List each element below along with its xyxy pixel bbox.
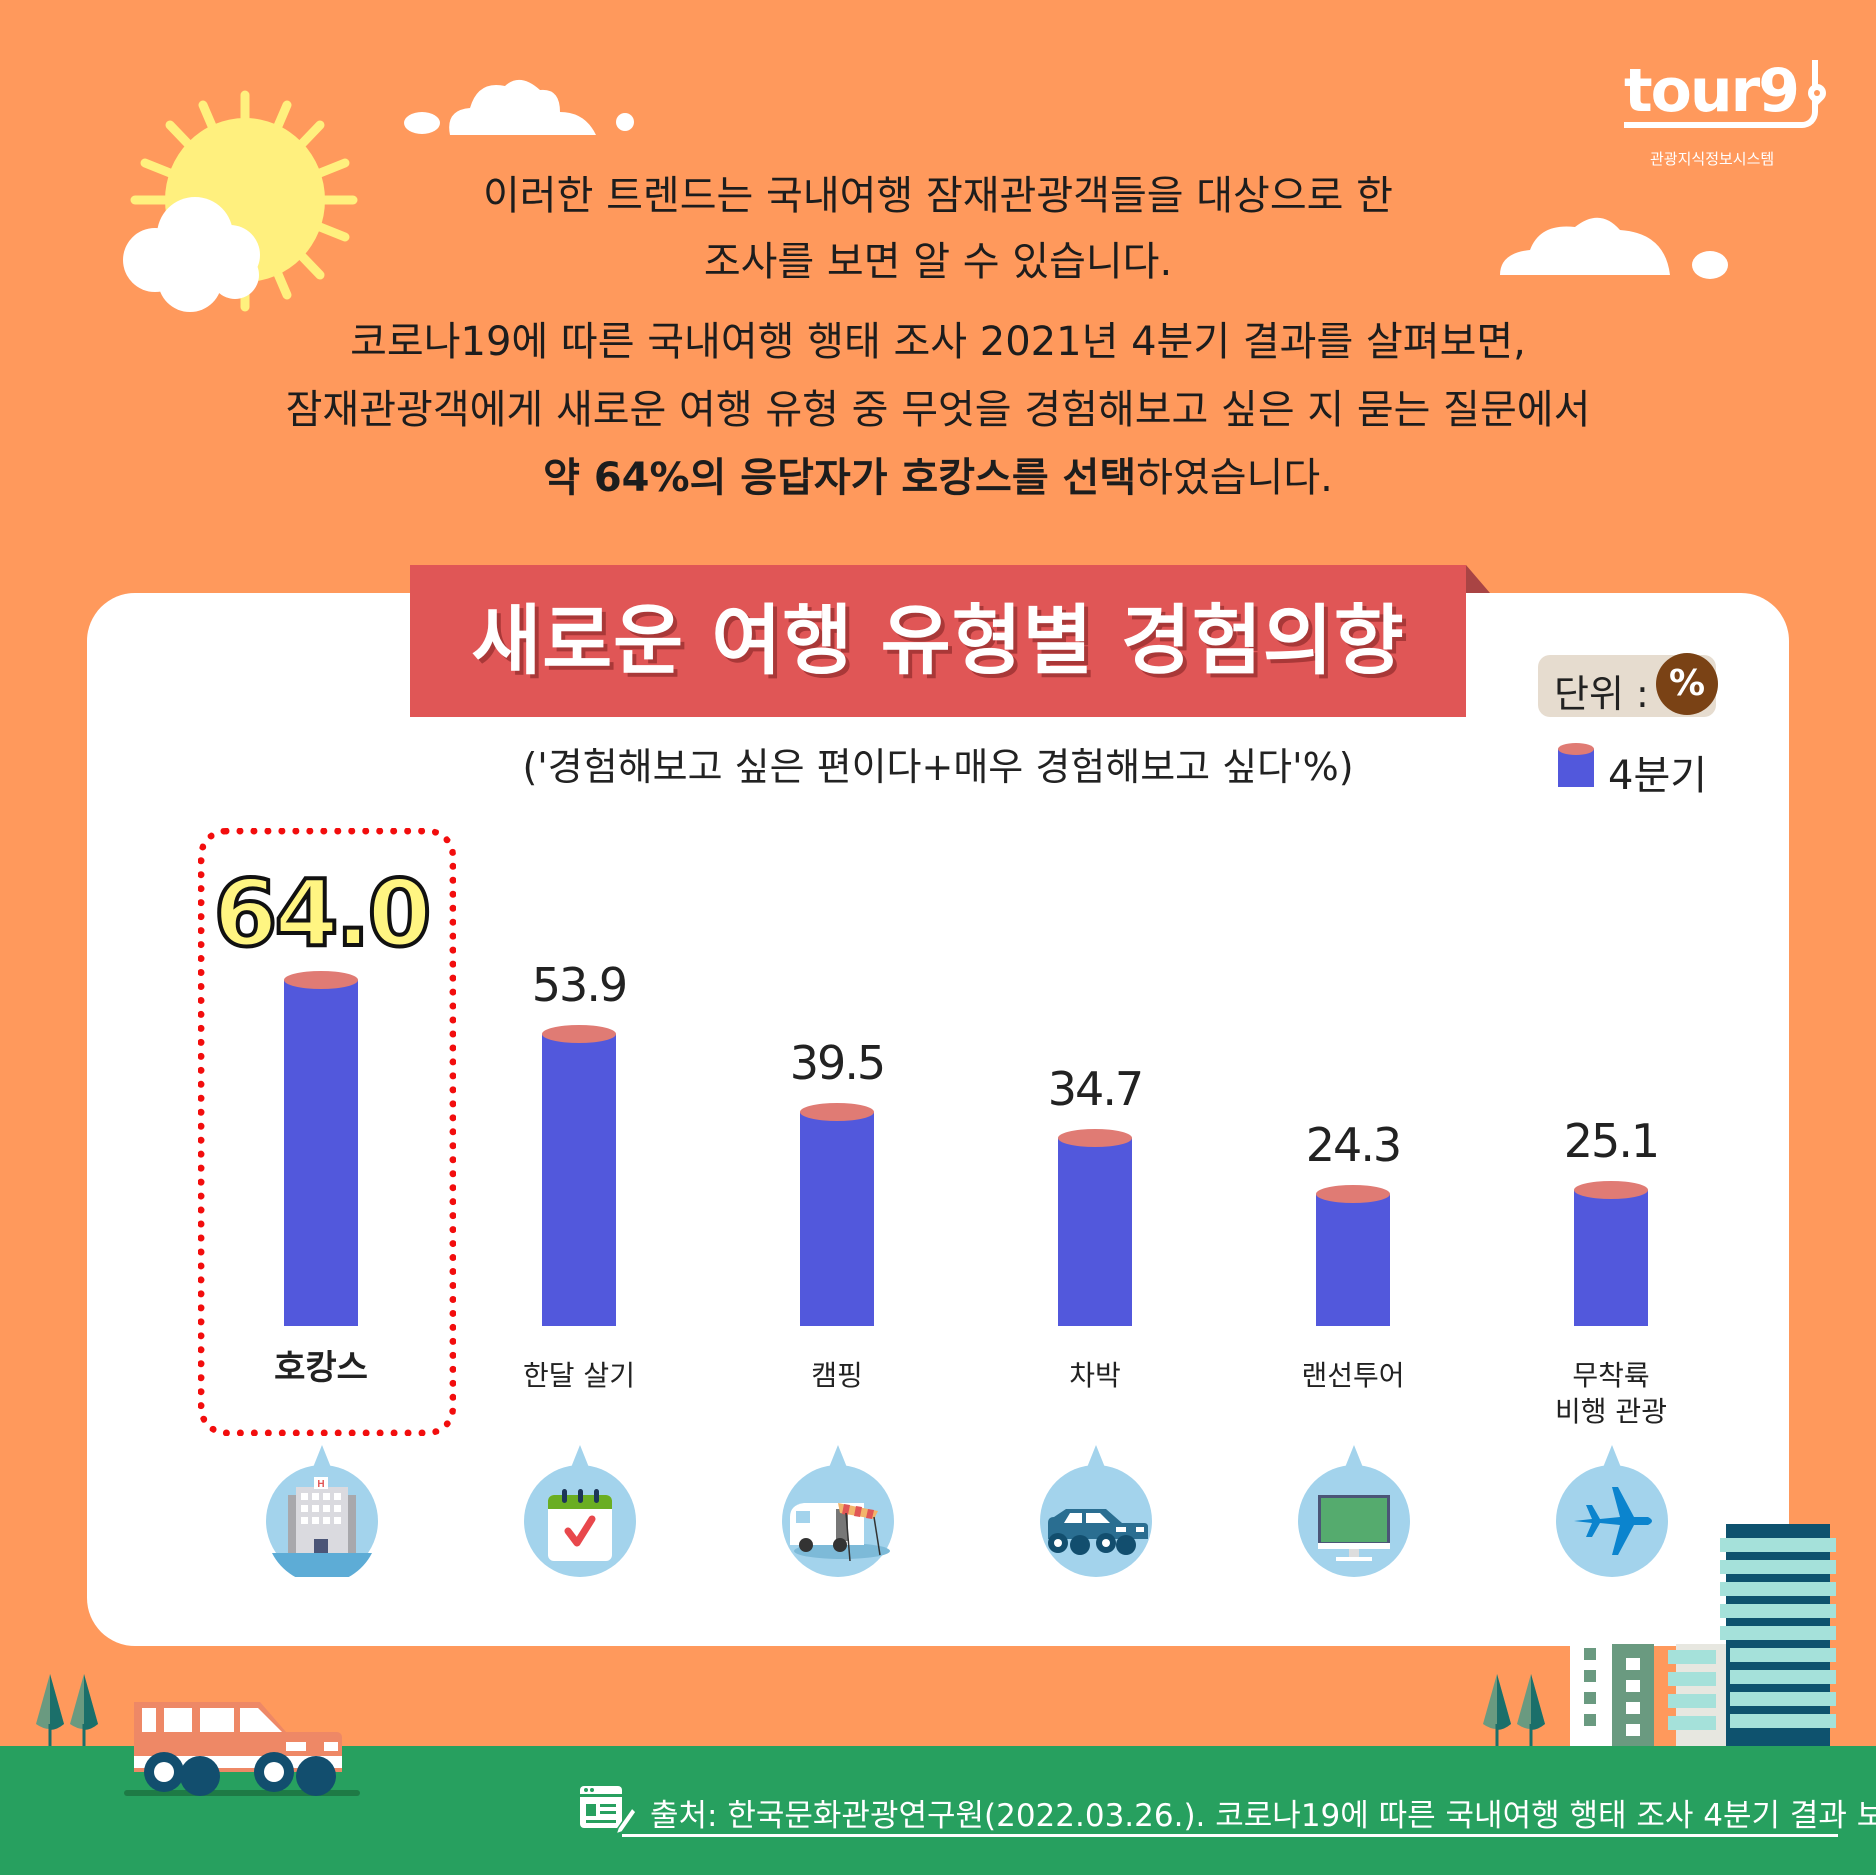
intro-line-4: 잠재관광객에게 새로운 여행 유형 중 무엇을 경험해보고 싶은 지 묻는 질문…: [285, 387, 1591, 433]
bar-label-line1: 무착륙: [1572, 1359, 1650, 1392]
intro-line-1: 이러한 트렌드는 국내여행 잠재관광객들을 대상으로 한: [483, 173, 1393, 219]
buildings-illustration: [1570, 1524, 1836, 1746]
bar-cap: [1058, 1129, 1132, 1147]
bar-label-line2: 비행 관광: [1555, 1395, 1667, 1428]
highlight-box: [198, 828, 456, 1436]
bar: [800, 1103, 874, 1326]
bar-cap: [284, 971, 358, 989]
trees-illustration: [36, 1674, 98, 1748]
source-text: 출처: 한국문화관광연구원(2022.03.26.). 코로나19에 따른 국내…: [650, 1798, 1876, 1834]
cloud-icon: [404, 79, 634, 135]
bar-cap: [1316, 1185, 1390, 1203]
bar: [284, 971, 358, 1326]
bar-value: 25.1: [1563, 1114, 1660, 1168]
logo-subtitle: 관광지식정보시스템: [1650, 150, 1775, 168]
bar: [1058, 1129, 1132, 1326]
chart-title: 새로운 여행 유형별 경험의향: [410, 565, 1466, 717]
bar-label: 캠핑: [811, 1359, 863, 1392]
cloud-icon: [1500, 217, 1728, 279]
calendar-icon: [524, 1445, 636, 1577]
intro-highlight: 약 64%의 응답자가 호캉스를 선택: [543, 455, 1137, 501]
bar: [542, 1025, 616, 1326]
trees-illustration: [1483, 1674, 1545, 1748]
monitor-icon: [1298, 1445, 1410, 1577]
unit-indicator: 단위 : %: [1538, 653, 1718, 717]
percent-badge: %: [1656, 653, 1718, 715]
bar-cap: [800, 1103, 874, 1121]
intro-line-3: 코로나19에 따른 국내여행 행태 조사 2021년 4분기 결과를 살펴보면,: [350, 319, 1526, 365]
bar: [1316, 1185, 1390, 1326]
unit-label: 단위 :: [1554, 672, 1649, 716]
intro-highlight-tail: 하였습니다.: [1136, 455, 1333, 501]
intro-line-5: 약 64%의 응답자가 호캉스를 선택하였습니다.: [0, 454, 1876, 502]
bar-label: 호캉스: [274, 1348, 368, 1388]
svg-text:H: H: [317, 1479, 324, 1490]
source-underline: [622, 1834, 1838, 1837]
document-edit-icon: [580, 1786, 637, 1836]
chart-subtitle: ('경험해보고 싶은 편이다+매우 경험해보고 싶다'%): [522, 745, 1354, 789]
bar-label: 한달 살기: [523, 1359, 635, 1392]
bar-cap: [542, 1025, 616, 1043]
camper-van-icon: [782, 1445, 894, 1577]
airplane-icon: [1556, 1445, 1668, 1577]
chart-card: [87, 593, 1789, 1646]
car-icon: [1040, 1445, 1152, 1577]
intro-line-2: 조사를 보면 알 수 있습니다.: [703, 239, 1173, 285]
bar-label: 차박: [1069, 1359, 1121, 1392]
banner-fold: [1466, 565, 1490, 593]
bar: [1574, 1181, 1648, 1326]
sun-icon: [123, 90, 358, 312]
bar-label: 랜선투어: [1301, 1359, 1405, 1392]
suv-car-illustration: [124, 1702, 360, 1796]
logo-wordmark: tour9: [1624, 60, 1818, 128]
bar-cap: [1574, 1181, 1648, 1199]
hotel-icon: H: [266, 1445, 378, 1577]
tour9-logo: tour9 관광지식정보시스템: [1620, 60, 1840, 170]
bar-value: 64.0: [212, 858, 434, 969]
bar-value: 53.9: [531, 958, 628, 1012]
bar-value: 24.3: [1305, 1118, 1402, 1172]
bar-value: 34.7: [1047, 1062, 1144, 1116]
legend-label: 4분기: [1608, 753, 1708, 799]
bar-value: 39.5: [789, 1036, 886, 1090]
legend-swatch: [1558, 743, 1594, 787]
